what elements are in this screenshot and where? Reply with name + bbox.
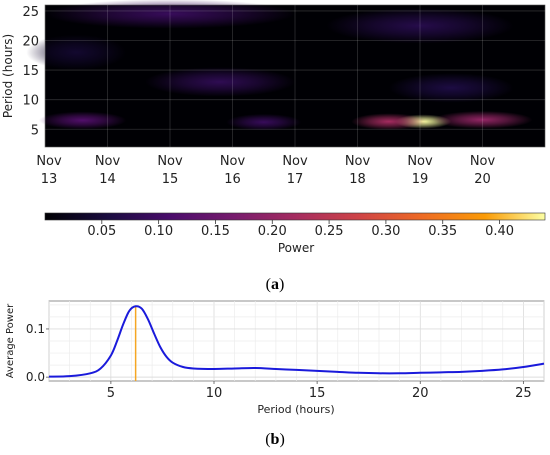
heatmap-x-tick-month: Nov bbox=[407, 154, 433, 169]
power-region bbox=[26, 34, 127, 71]
power-region bbox=[38, 111, 127, 130]
average-power-line bbox=[48, 305, 545, 378]
colorbar-tick-label: 0.40 bbox=[485, 224, 514, 239]
heatmap-y-tick-label: 15 bbox=[22, 64, 39, 79]
heatmap-x-tick-month: Nov bbox=[470, 154, 496, 169]
line-x-tick-label: 15 bbox=[309, 386, 326, 401]
heatmap-x-tick-month: Nov bbox=[95, 154, 121, 169]
power-region bbox=[432, 110, 533, 129]
colorbar-tick-label: 0.15 bbox=[201, 224, 230, 239]
line-y-axis-label: Average Power bbox=[5, 303, 16, 378]
colorbar-ticks: 0.05 0.10 0.15 0.20 0.25 0.30 0.35 0.40 bbox=[87, 220, 514, 239]
power-region bbox=[326, 7, 514, 44]
heatmap-y-tick-label: 20 bbox=[22, 35, 39, 50]
line-x-axis-label: Period (hours) bbox=[257, 403, 334, 416]
colorbar-tick-label: 0.30 bbox=[371, 224, 400, 239]
colorbar-label: Power bbox=[278, 241, 314, 255]
power-region bbox=[45, 0, 295, 29]
colorbar: 0.05 0.10 0.15 0.20 0.25 0.30 0.35 0.40 Power bbox=[44, 212, 546, 255]
line-x-tick-label: 5 bbox=[107, 386, 115, 401]
heatmap-panel: 5 10 15 20 25 Nov 13 Nov 14 Nov 15 Nov 16 Nov 17 Nov 18… bbox=[1, 0, 546, 187]
line-x-tick-label: 20 bbox=[412, 386, 429, 401]
power-region bbox=[145, 67, 295, 97]
heatmap-y-tick-label: 10 bbox=[22, 94, 39, 109]
panel-a-caption: (a) bbox=[266, 276, 285, 293]
power-region bbox=[351, 113, 427, 130]
heatmap-x-tick-day: 20 bbox=[474, 172, 491, 187]
heatmap-grid bbox=[44, 5, 545, 147]
heatmap-x-tick-month: Nov bbox=[345, 154, 371, 169]
heatmap-y-ticks: 5 10 15 20 25 bbox=[22, 5, 39, 138]
heatmap-x-tick-day: 17 bbox=[287, 172, 304, 187]
heatmap-x-tick-day: 14 bbox=[99, 172, 116, 187]
colorbar-tick-label: 0.35 bbox=[428, 224, 457, 239]
power-region bbox=[226, 113, 302, 131]
line-x-ticks: 5 10 15 20 25 bbox=[107, 381, 532, 401]
heatmap-x-tick-day: 16 bbox=[224, 172, 241, 187]
power-region bbox=[388, 73, 514, 103]
heatmap-x-tick-month: Nov bbox=[36, 154, 62, 169]
panel-b-caption: (b) bbox=[265, 431, 285, 448]
colorbar-tick-label: 0.05 bbox=[87, 224, 116, 239]
line-x-tick-label: 25 bbox=[515, 386, 532, 401]
heatmap-power-regions bbox=[26, 0, 546, 148]
heatmap-y-tick-label: 25 bbox=[22, 5, 39, 20]
heatmap-x-tick-month: Nov bbox=[220, 154, 246, 169]
heatmap-x-tick-day: 13 bbox=[41, 172, 58, 187]
heatmap-y-tick-label: 5 bbox=[31, 123, 39, 138]
heatmap-x-tick-day: 15 bbox=[162, 172, 179, 187]
heatmap-y-axis-label: Period (hours) bbox=[1, 34, 15, 118]
heatmap-x-tick-day: 18 bbox=[349, 172, 366, 187]
heatmap-x-tick-month: Nov bbox=[157, 154, 183, 169]
line-y-ticks: 0.0 0.1 bbox=[26, 322, 49, 384]
heatmap-x-tick-month: Nov bbox=[282, 154, 308, 169]
heatmap-x-ticks: Nov 13 Nov 14 Nov 15 Nov 16 Nov 17 Nov 18 Nov 19 Nov 20 bbox=[36, 154, 495, 187]
line-grid bbox=[48, 301, 545, 381]
colorbar-tick-label: 0.20 bbox=[258, 224, 287, 239]
line-x-tick-label: 10 bbox=[206, 386, 223, 401]
colorbar-gradient bbox=[44, 212, 546, 221]
line-panel: 5 10 15 20 25 0.0 0.1 Period (hours) Average … bbox=[5, 300, 545, 416]
colorbar-tick-label: 0.25 bbox=[315, 224, 344, 239]
colorbar-tick-label: 0.10 bbox=[144, 224, 173, 239]
line-y-tick-label: 0.0 bbox=[26, 370, 45, 384]
heatmap-x-tick-day: 19 bbox=[412, 172, 429, 187]
line-y-tick-label: 0.1 bbox=[26, 322, 45, 336]
